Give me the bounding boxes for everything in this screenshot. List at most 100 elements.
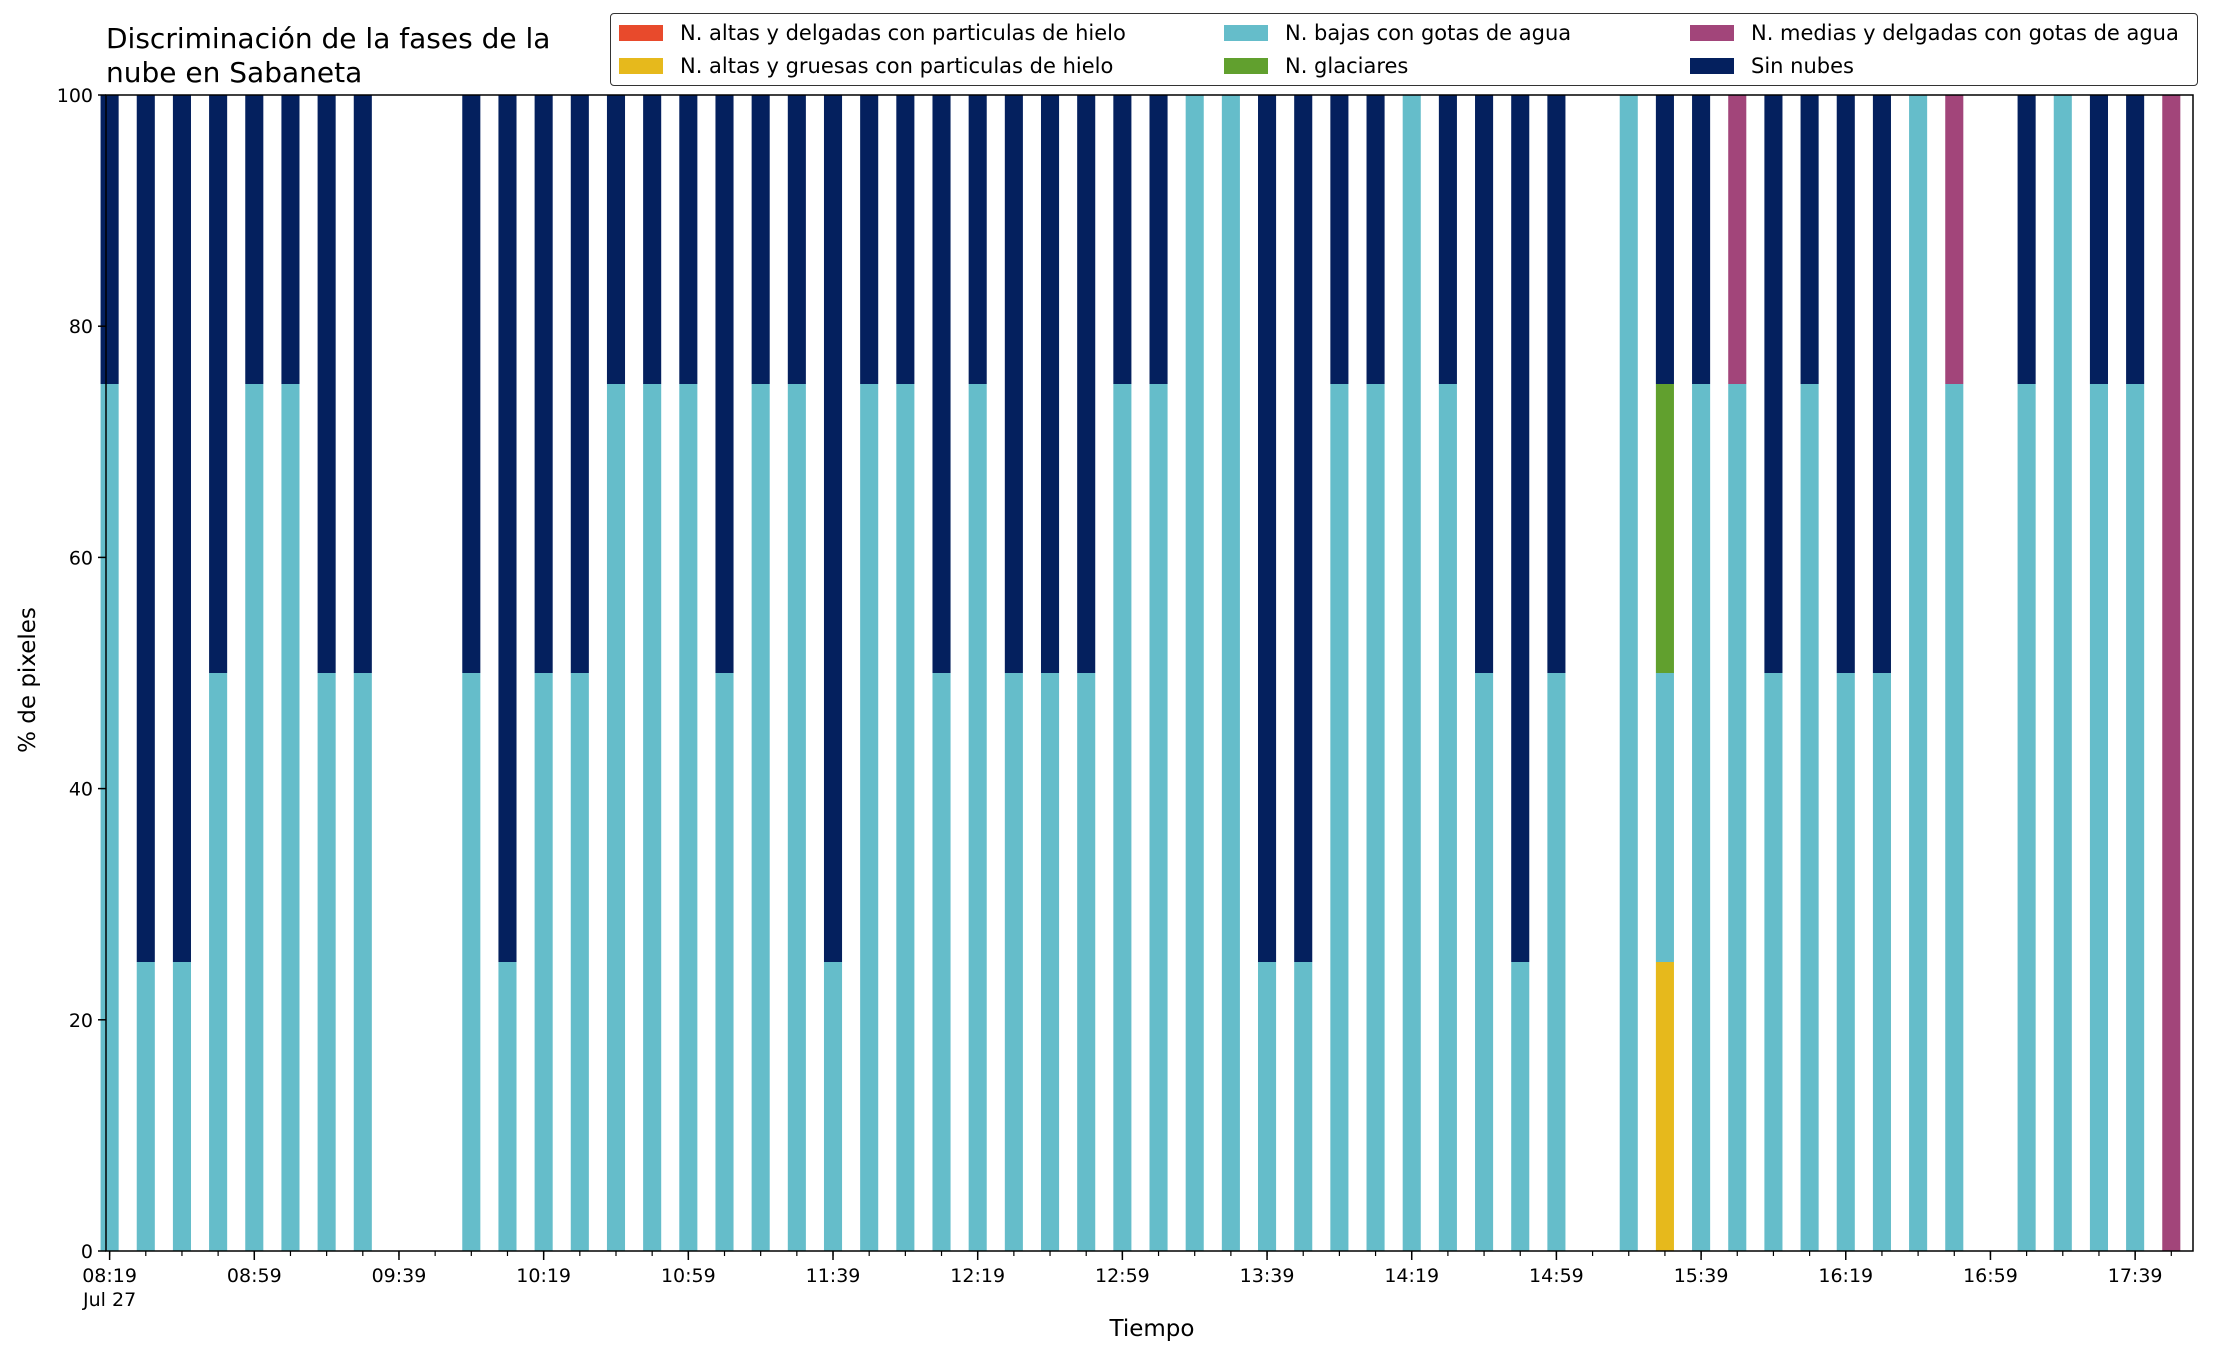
bar-segment-1239-s2 [1040,673,1060,1251]
bar-segment-1219-s5 [968,95,987,384]
bar-segment-0929-s5 [353,95,372,673]
y-axis: 0 20 40 60 80 100 [57,85,106,1263]
bar-segment-1449-s2 [1511,962,1530,1251]
bar-segment-0839-s2 [172,962,191,1251]
y-tick-label: 60 [69,547,93,569]
bar-segment-1439-s5 [1475,95,1494,673]
bar-segment-1719-s2 [2053,95,2072,1251]
bar-segment-1529-s2 [1655,673,1674,962]
bar-segment-1349-s5 [1294,95,1313,962]
legend-swatch [1690,25,1734,41]
bar-segment-1529-s5 [1655,95,1674,384]
legend-item-altas-delgadas: N. altas y delgadas con particulas de hi… [619,18,1126,48]
x-tick-label: 11:39 [806,1265,861,1287]
bar-segment-0909-s5 [281,95,300,384]
legend-item-sin-nubes: Sin nubes [1690,51,1854,81]
bar-segment-0829-s5 [136,95,155,962]
bar-segment-1449-s5 [1511,95,1530,962]
bar-segment-0849-s2 [209,673,228,1251]
y-tick-label: 20 [69,1010,93,1032]
bar-segment-1539-s5 [1692,95,1711,384]
bar-segment-1009-s5 [498,95,517,962]
bar-segment-1029-s5 [570,95,589,673]
x-tick-label: 14:59 [1529,1265,1584,1287]
legend-swatch [619,58,663,74]
bar-segment-1559-s5 [1764,95,1783,673]
bar-segment-0859-s2 [245,384,264,1251]
bar-segment-1739-s2 [2126,384,2145,1251]
bar-segment-1309-s2 [1149,384,1168,1251]
x-tick-label: 15:39 [1674,1265,1729,1287]
bar-segment-1709-s2 [2017,384,2036,1251]
bar-segment-1259-s2 [1113,384,1132,1251]
x-axis-label: Tiempo [1109,1316,1195,1342]
bar-segment-0819-s2 [100,384,119,1251]
bar-segment-1639-s2 [1909,95,1928,1251]
x-tick-label: 10:59 [661,1265,716,1287]
bar-segment-1129-s5 [787,95,806,384]
legend-swatch [1224,25,1268,41]
bar-segment-1619-s5 [1836,95,1855,673]
bar-segment-1039-s5 [606,95,626,384]
legend-label: Sin nubes [1751,54,1854,78]
bar-segment-1109-s2 [715,673,734,1251]
bar-segment-0919-s5 [317,95,336,673]
legend-label: N. glaciares [1285,54,1409,78]
bar-segment-1159-s5 [896,95,915,384]
y-tick-label: 0 [81,1241,93,1263]
bar-segment-0819-s5 [100,95,119,384]
bar-segment-1019-s2 [534,673,553,1251]
legend-swatch [1224,58,1268,74]
bar-segment-1319-s2 [1185,95,1204,1251]
legend-swatch [1690,58,1734,74]
bar-segment-0859-s5 [245,95,264,384]
bar-segment-1029-s2 [570,673,589,1251]
bar-segment-1249-s5 [1077,95,1096,673]
y-tick-label: 100 [57,85,93,107]
legend-label: N. altas y gruesas con particulas de hie… [680,54,1114,78]
y-tick-label: 80 [69,316,93,338]
bar-segment-1739-s5 [2126,95,2145,384]
bar-segment-0959-s5 [462,95,481,673]
bar-segment-1229-s2 [1004,673,1023,1251]
bar-segment-0829-s2 [136,962,155,1251]
bar-segment-1359-s5 [1330,95,1349,384]
bar-segment-1519-s2 [1619,95,1638,1251]
bar-segment-1219-s2 [968,384,987,1251]
y-tick-label: 40 [69,779,93,801]
x-tick-label: 16:19 [1818,1265,1873,1287]
bar-segment-1109-s5 [715,95,734,673]
bar-segment-1729-s5 [2089,95,2108,384]
bar-segment-1629-s2 [1872,673,1891,1251]
bar-segment-1059-s5 [679,95,698,384]
x-tick-label: 10:19 [516,1265,571,1287]
bar-segment-1309-s5 [1149,95,1168,384]
legend-item-altas-gruesas: N. altas y gruesas con particulas de hie… [619,51,1113,81]
legend-label: N. altas y delgadas con particulas de hi… [680,21,1126,45]
bar-segment-1559-s2 [1764,673,1783,1251]
legend-label: N. medias y delgadas con gotas de agua [1751,21,2179,45]
bar-segment-1629-s5 [1872,95,1891,673]
bars-layer [100,95,2181,1251]
bar-segment-0959-s2 [462,673,481,1251]
plot-frame [105,94,2194,1252]
bar-segment-1459-s5 [1547,95,1566,673]
x-tick-label: 17:39 [2108,1265,2163,1287]
x-tick-label: 08:59 [227,1265,282,1287]
bar-segment-1039-s2 [606,384,626,1251]
bar-segment-1009-s2 [498,962,517,1251]
bar-segment-1439-s2 [1475,673,1494,1251]
x-tick-label: 16:59 [1963,1265,2018,1287]
legend: N. altas y delgadas con particulas de hi… [610,13,2198,86]
bar-segment-0909-s2 [281,384,300,1251]
bar-segment-1339-s2 [1258,962,1277,1251]
bar-segment-1149-s5 [860,95,879,384]
bar-segment-1619-s2 [1836,673,1855,1251]
bar-segment-1359-s2 [1330,384,1349,1251]
legend-label: N. bajas con gotas de agua [1285,21,1572,45]
bar-segment-1349-s2 [1294,962,1313,1251]
x-tick-label: 14:19 [1384,1265,1439,1287]
chart-title: Discriminación de la fases de la nube en… [106,22,551,89]
x-tick-label: 13:39 [1240,1265,1295,1287]
